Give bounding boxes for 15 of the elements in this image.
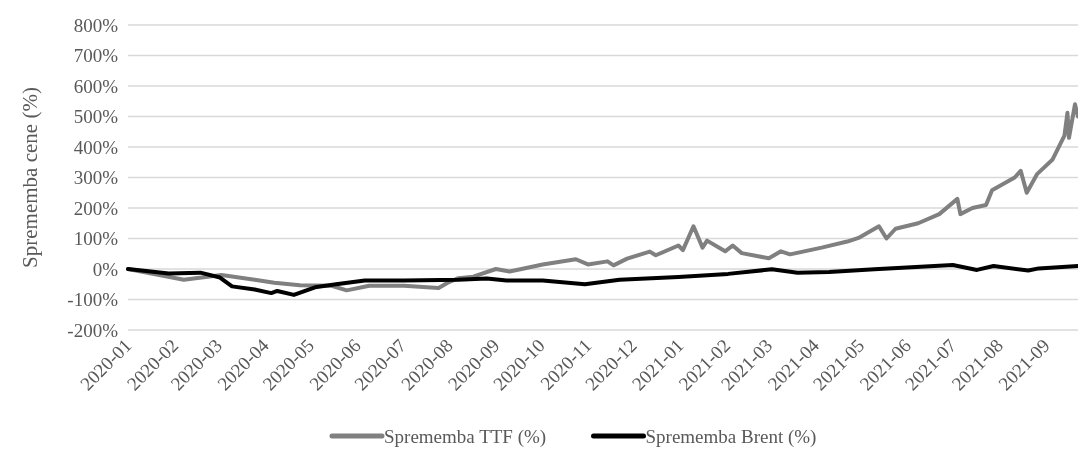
legend-label: Sprememba Brent (%) xyxy=(645,425,817,448)
legend-label: Sprememba TTF (%) xyxy=(384,425,547,448)
y-tick-label: 700% xyxy=(73,45,119,67)
y-tick-label: 500% xyxy=(73,106,119,128)
y-tick-label: 100% xyxy=(73,228,119,250)
line-series xyxy=(126,263,1078,297)
y-tick-label: 300% xyxy=(73,167,119,189)
y-tick-label: -200% xyxy=(67,319,119,341)
y-tick-label: 200% xyxy=(73,197,119,219)
y-tick-label: 800% xyxy=(73,14,119,36)
y-tick-label: 600% xyxy=(73,75,119,97)
y-tick-label: 0% xyxy=(92,258,119,280)
y-tick-label: -100% xyxy=(67,289,119,311)
y-axis-title: Sprememba cene (%) xyxy=(18,87,43,268)
y-tick-label: 400% xyxy=(73,136,119,158)
